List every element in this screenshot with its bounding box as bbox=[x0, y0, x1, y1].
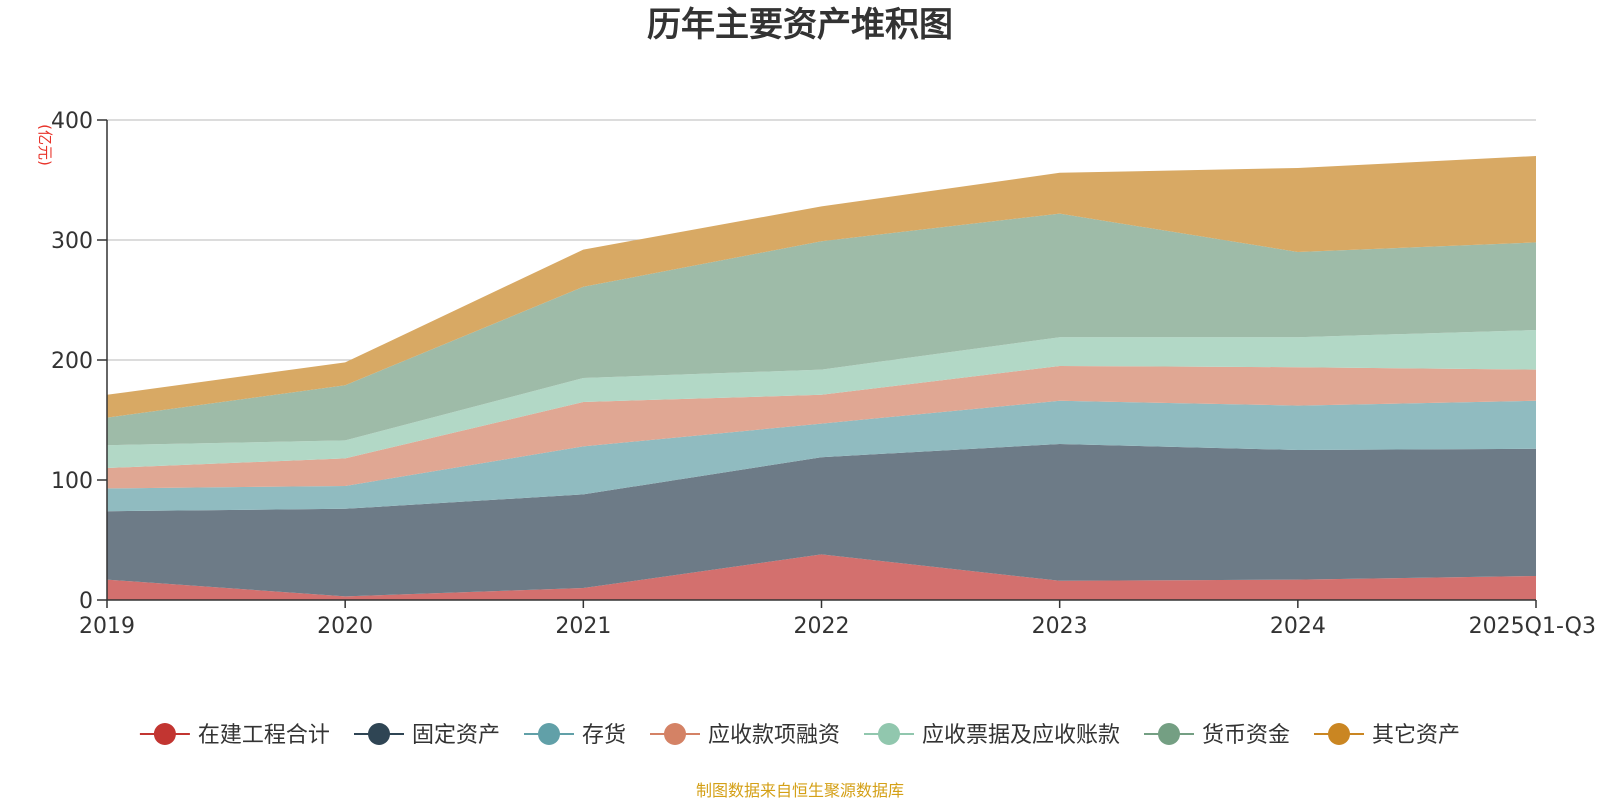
legend-item[interactable]: 其它资产 bbox=[1314, 723, 1460, 748]
legend-label: 固定资产 bbox=[412, 723, 500, 748]
x-tick-label: 2023 bbox=[1032, 614, 1088, 639]
area-固定资产 bbox=[107, 444, 1536, 597]
legend-circle-symbol bbox=[664, 723, 686, 745]
legend-circle-symbol bbox=[1328, 723, 1350, 745]
legend-item[interactable]: 应收票据及应收账款 bbox=[864, 723, 1120, 748]
legend-circle-symbol bbox=[1158, 723, 1180, 745]
area-其它资产 bbox=[107, 156, 1536, 418]
y-tick-label: 100 bbox=[51, 469, 93, 494]
legend-circle-symbol bbox=[368, 723, 390, 745]
legend-label: 货币资金 bbox=[1202, 723, 1290, 748]
legend-label: 应收款项融资 bbox=[708, 723, 840, 748]
legend-circle-symbol bbox=[878, 723, 900, 745]
x-tick-label: 2022 bbox=[794, 614, 850, 639]
legend-item[interactable]: 固定资产 bbox=[354, 723, 500, 748]
area-应收票据及应收账款 bbox=[107, 330, 1536, 468]
area-存货 bbox=[107, 400, 1536, 512]
x-tick-label: 2020 bbox=[317, 614, 373, 639]
y-axis-unit-label: (亿元) bbox=[36, 124, 54, 166]
legend-item[interactable]: 应收款项融资 bbox=[650, 723, 840, 748]
x-tick-label: 2025Q1-Q3 bbox=[1469, 614, 1596, 639]
axes: 0 100 200 300 400 2019 2020 2021 2022 2023 2024 202… bbox=[51, 109, 1596, 639]
data-source-note: 制图数据来自恒生聚源数据库 bbox=[696, 781, 904, 800]
x-tick-label: 2021 bbox=[555, 614, 611, 639]
area-应收款项融资 bbox=[107, 366, 1536, 489]
legend-item[interactable]: 在建工程合计 bbox=[139, 723, 330, 748]
chart-title: 历年主要资产堆积图 bbox=[647, 5, 953, 45]
legend: 在建工程合计 固定资产 存货 应收款项融资 应收票据及应收账款 货币资金 其它资产 bbox=[139, 723, 1460, 748]
x-tick-label: 2024 bbox=[1270, 614, 1326, 639]
y-tick-label: 200 bbox=[51, 349, 93, 374]
area-在建工程合计 bbox=[107, 554, 1536, 600]
legend-item[interactable]: 存货 bbox=[524, 723, 626, 748]
legend-item[interactable]: 货币资金 bbox=[1144, 723, 1290, 748]
legend-circle-symbol bbox=[538, 723, 560, 745]
x-tick-label: 2019 bbox=[79, 614, 135, 639]
y-tick-label: 0 bbox=[79, 589, 93, 614]
area-货币资金 bbox=[107, 213, 1536, 446]
legend-label: 存货 bbox=[582, 723, 626, 748]
y-tick-label: 300 bbox=[51, 229, 93, 254]
legend-label: 在建工程合计 bbox=[198, 723, 330, 748]
area-series-group bbox=[107, 156, 1536, 600]
y-tick-label: 400 bbox=[51, 109, 93, 134]
legend-label: 应收票据及应收账款 bbox=[922, 723, 1120, 748]
legend-circle-symbol bbox=[153, 723, 176, 745]
legend-label: 其它资产 bbox=[1372, 723, 1460, 748]
